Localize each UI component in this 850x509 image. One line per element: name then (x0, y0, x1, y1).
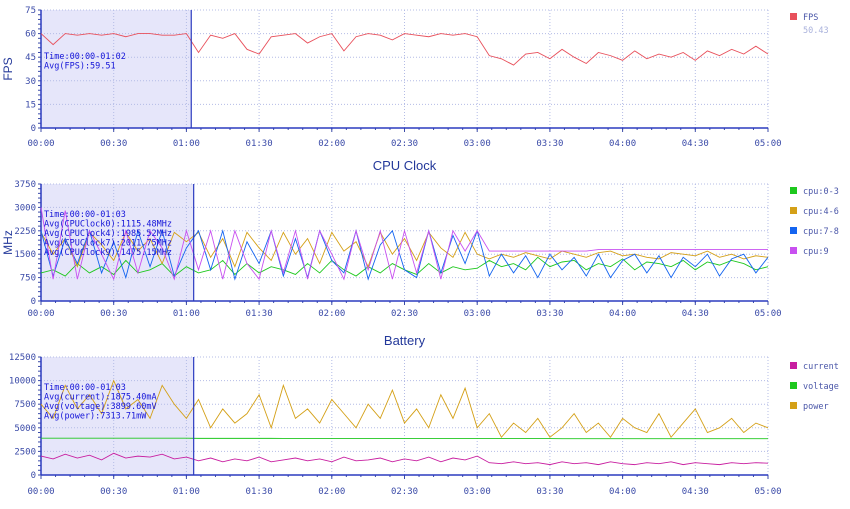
chart-panel-1: CPU Clock MHz 0 750 1500 2250 3000 3750 00:00 00:… (1, 158, 839, 319)
x-tick-label: 02:00 (318, 309, 345, 319)
x-tick-label: 02:30 (391, 139, 418, 149)
x-tick-label: 01:30 (246, 309, 273, 319)
x-tick-label: 02:00 (318, 139, 345, 149)
y-tick-label: 2500 (14, 447, 36, 457)
selection-summary-line: Avg(CPUClock4):1985.52MHz (44, 229, 172, 239)
x-tick-label: 04:30 (682, 309, 709, 319)
x-tick-label: 02:00 (318, 487, 345, 497)
x-tick-label: 04:00 (609, 309, 636, 319)
legend-label: cpu:4-6 (803, 207, 839, 217)
selection-summary-line: Avg(current):1875.40mA (44, 393, 157, 403)
y-tick-label: 3000 (14, 203, 36, 213)
x-tick-label: 03:00 (464, 139, 491, 149)
legend-label: cpu:0-3 (803, 187, 839, 197)
x-tick-label: 05:00 (754, 139, 781, 149)
x-tick-label: 04:30 (682, 139, 709, 149)
x-tick-label: 01:00 (173, 139, 200, 149)
y-tick-label: 75 (25, 6, 36, 16)
x-tick-label: 05:00 (754, 309, 781, 319)
selection-summary-line: Time:00:00-01:02 (44, 52, 126, 62)
legend-swatch (790, 382, 797, 389)
legend-label: voltage (803, 382, 839, 392)
x-tick-label: 00:30 (100, 487, 127, 497)
y-tick-label: 12500 (9, 353, 36, 363)
legend-value: 50.43 (803, 26, 829, 36)
legend-swatch (790, 13, 797, 20)
x-tick-label: 01:30 (246, 487, 273, 497)
y-tick-label: 15 (25, 100, 36, 110)
legend-label: cpu:9 (803, 247, 829, 257)
x-tick-label: 04:00 (609, 487, 636, 497)
selection-summary-line: Avg(FPS):59.51 (44, 62, 116, 72)
series-line-FPS (40, 33, 769, 66)
x-tick-label: 01:30 (246, 139, 273, 149)
legend-swatch (790, 402, 797, 409)
y-tick-label: 0 (31, 471, 36, 481)
chart-panel-2: Battery 0 2500 5000 7500 10000 12500 00:00 00:30… (9, 333, 839, 497)
legend-swatch (790, 362, 797, 369)
y-tick-label: 750 (20, 274, 36, 284)
x-tick-label: 00:30 (100, 309, 127, 319)
chart-panel-0: FPS 0 15 30 45 60 75 00:00 00:30 01:00 01:30 02:00 0… (1, 6, 829, 149)
y-tick-label: 60 (25, 30, 36, 40)
chart-title: Battery (384, 333, 426, 348)
legend-swatch (790, 187, 797, 194)
selection-summary-line: Time:00:00-01:03 (44, 210, 126, 220)
x-tick-label: 02:30 (391, 309, 418, 319)
x-tick-label: 04:30 (682, 487, 709, 497)
y-tick-label: 1500 (14, 250, 36, 260)
x-tick-label: 01:00 (173, 309, 200, 319)
selection-summary-line: Avg(voltage):3899.60mV (44, 402, 157, 412)
series-line-cpu-9 (40, 207, 768, 281)
x-tick-label: 00:00 (27, 487, 54, 497)
series-line-cpu-4-6 (40, 231, 769, 268)
y-tick-label: 10000 (9, 377, 36, 387)
y-axis-label: MHz (1, 230, 15, 255)
y-tick-label: 30 (25, 77, 36, 87)
selection-summary-line: Avg(power):7313.71mW (44, 412, 147, 422)
x-tick-label: 00:00 (27, 139, 54, 149)
selection-region (41, 10, 192, 128)
legend-swatch (790, 227, 797, 234)
x-tick-label: 00:00 (27, 309, 54, 319)
selection-summary-line: Avg(CPUClock9):1475.15MHz (44, 248, 172, 258)
y-tick-label: 0 (31, 124, 36, 134)
selection-summary-line: Avg(CPUClock7):2011.75MHz (44, 239, 172, 249)
series-line-power (40, 379, 769, 439)
x-tick-label: 05:00 (754, 487, 781, 497)
x-tick-label: 03:30 (536, 139, 563, 149)
legend-label: current (803, 362, 839, 372)
x-tick-label: 03:30 (536, 487, 563, 497)
x-tick-label: 00:30 (100, 139, 127, 149)
y-tick-label: 45 (25, 53, 36, 63)
y-tick-label: 0 (31, 297, 36, 307)
legend-label: cpu:7-8 (803, 227, 839, 237)
y-axis-label: FPS (1, 57, 15, 80)
y-tick-label: 3750 (14, 180, 36, 190)
legend-swatch (790, 207, 797, 214)
y-tick-label: 7500 (14, 400, 36, 410)
x-tick-label: 03:30 (536, 309, 563, 319)
legend-label: FPS (803, 13, 818, 23)
legend-label: power (803, 402, 829, 412)
x-tick-label: 01:00 (173, 487, 200, 497)
series-line-cpu-7-8 (40, 229, 769, 281)
x-tick-label: 02:30 (391, 487, 418, 497)
series-line-current (40, 452, 769, 466)
x-tick-label: 04:00 (609, 139, 636, 149)
selection-summary-line: Time:00:00-01:03 (44, 383, 126, 393)
x-tick-label: 03:00 (464, 487, 491, 497)
selection-region (41, 357, 194, 475)
x-tick-label: 03:00 (464, 309, 491, 319)
y-tick-label: 2250 (14, 227, 36, 237)
chart-title: CPU Clock (373, 158, 437, 173)
y-tick-label: 5000 (14, 424, 36, 434)
legend-swatch (790, 247, 797, 254)
selection-summary-line: Avg(CPUClock0):1115.48MHz (44, 220, 172, 230)
